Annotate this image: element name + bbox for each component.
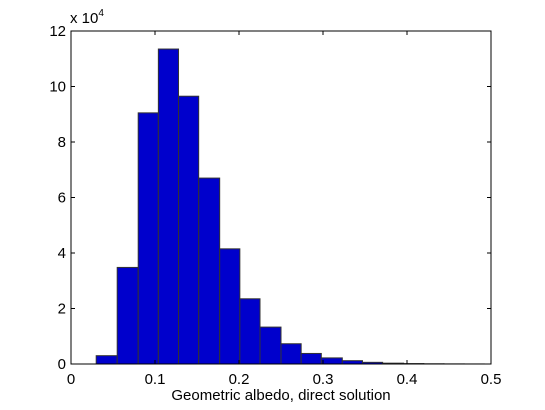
histogram-bar-4: [157, 48, 180, 365]
y-tick-label-1: 2: [58, 301, 66, 318]
y-tick-label-0: 0: [58, 356, 66, 373]
x-axis-ticks: 0 0.1 0.2 0.3 0.4 0.5: [67, 31, 502, 388]
y-axis-ticks: 0 2 4 6 8 10 12: [49, 23, 491, 373]
histogram-bar-7: [219, 248, 241, 365]
x-tick-label-2: 0.2: [229, 371, 250, 388]
histogram-bar-8: [239, 298, 261, 365]
histogram-bar-1: [95, 355, 118, 365]
y-multiplier-label: x 104: [70, 8, 104, 27]
y-tick-label-6: 12: [49, 23, 66, 40]
histogram-bar-5: [178, 95, 200, 365]
x-tick-label-1: 0.1: [145, 371, 166, 388]
y-tick-label-3: 6: [58, 190, 66, 207]
x-tick-label-4: 0.4: [397, 371, 418, 388]
x-tick-label-0: 0: [67, 371, 75, 388]
histogram-bar-9: [259, 326, 282, 365]
bars-group: [95, 48, 485, 365]
x-tick-label-3: 0.3: [313, 371, 334, 388]
y-multiplier-base: x 10: [70, 10, 98, 27]
histogram-bar-10: [280, 343, 302, 365]
x-tick-label-5: 0.5: [481, 371, 502, 388]
y-tick-label-4: 8: [58, 134, 66, 151]
histogram-bar-6: [198, 177, 221, 365]
y-multiplier-exponent: 4: [98, 8, 104, 19]
histogram-bar-11: [300, 352, 322, 365]
histogram-bar-3: [137, 112, 159, 365]
y-tick-label-5: 10: [49, 79, 66, 96]
histogram-bar-12: [320, 357, 343, 365]
x-axis-label: Geometric albedo, direct solution: [171, 387, 390, 404]
histogram-bar-2: [116, 266, 139, 365]
y-tick-label-2: 4: [58, 245, 66, 262]
